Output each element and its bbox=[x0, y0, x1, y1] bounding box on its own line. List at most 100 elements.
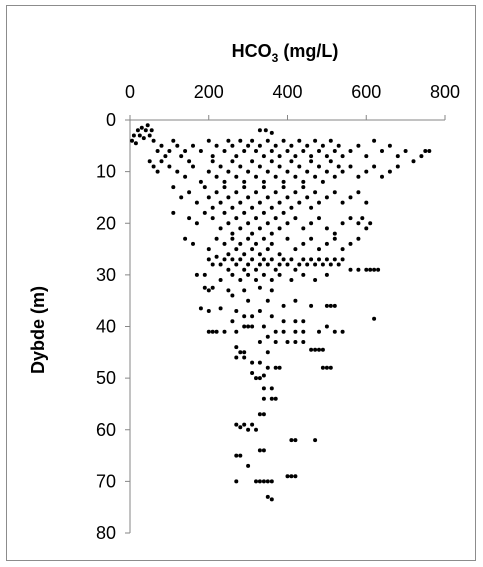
data-point bbox=[324, 303, 329, 308]
data-point bbox=[285, 474, 290, 479]
x-tick-label: 800 bbox=[430, 82, 460, 102]
data-point bbox=[147, 133, 152, 138]
x-tick-label: 200 bbox=[194, 82, 224, 102]
data-point bbox=[317, 257, 321, 262]
data-point bbox=[214, 329, 219, 334]
data-point bbox=[194, 221, 199, 226]
data-point bbox=[226, 169, 231, 174]
data-point bbox=[301, 149, 306, 153]
data-point bbox=[348, 164, 353, 169]
data-point bbox=[261, 185, 266, 190]
data-point bbox=[222, 241, 227, 246]
data-point bbox=[372, 138, 377, 143]
data-point bbox=[250, 360, 255, 365]
data-point bbox=[309, 236, 314, 241]
data-point bbox=[261, 479, 266, 484]
data-point bbox=[238, 200, 243, 205]
data-point bbox=[387, 169, 392, 174]
data-point bbox=[210, 159, 215, 164]
data-point bbox=[277, 262, 282, 267]
data-point bbox=[297, 262, 302, 267]
data-point bbox=[226, 138, 231, 143]
data-point bbox=[269, 396, 274, 401]
data-point bbox=[254, 190, 258, 195]
data-point bbox=[257, 285, 262, 290]
data-point bbox=[133, 141, 138, 146]
data-point bbox=[320, 347, 325, 352]
data-point bbox=[246, 143, 251, 148]
data-point bbox=[218, 200, 223, 205]
data-point bbox=[265, 247, 270, 252]
data-point bbox=[257, 376, 262, 381]
data-point bbox=[238, 278, 243, 282]
data-point bbox=[273, 143, 278, 148]
data-point bbox=[285, 340, 290, 344]
data-point bbox=[281, 185, 286, 190]
data-point bbox=[261, 324, 266, 329]
data-point bbox=[273, 396, 278, 401]
data-point bbox=[222, 329, 227, 334]
data-point bbox=[285, 236, 290, 241]
data-point bbox=[289, 205, 294, 210]
data-point bbox=[246, 272, 251, 277]
data-point bbox=[222, 210, 227, 215]
data-point bbox=[293, 247, 298, 252]
data-point bbox=[277, 252, 282, 257]
data-point bbox=[332, 149, 337, 153]
data-point bbox=[293, 298, 298, 303]
data-point bbox=[340, 257, 345, 262]
data-point bbox=[257, 252, 262, 257]
data-point bbox=[356, 221, 361, 226]
data-point bbox=[317, 247, 321, 252]
data-point bbox=[332, 303, 337, 308]
data-point bbox=[257, 143, 262, 148]
data-point bbox=[269, 205, 274, 210]
y-axis-title: Dybde (m) bbox=[28, 286, 48, 374]
data-point bbox=[348, 241, 353, 246]
data-point bbox=[198, 149, 203, 153]
data-point bbox=[273, 340, 278, 344]
data-point bbox=[348, 195, 353, 200]
data-point bbox=[320, 179, 325, 184]
data-point bbox=[246, 236, 251, 241]
data-point bbox=[242, 149, 247, 153]
data-point bbox=[218, 306, 223, 311]
data-point bbox=[364, 169, 369, 174]
data-point bbox=[332, 190, 337, 195]
data-point bbox=[269, 288, 274, 293]
data-point bbox=[269, 497, 274, 502]
data-point bbox=[281, 303, 286, 308]
data-point bbox=[206, 288, 211, 293]
data-point bbox=[246, 262, 251, 267]
data-point bbox=[285, 262, 290, 267]
data-point bbox=[285, 169, 290, 174]
data-point bbox=[289, 143, 294, 148]
data-point bbox=[317, 216, 321, 221]
data-point bbox=[277, 226, 282, 231]
data-point bbox=[313, 438, 318, 443]
data-point bbox=[254, 174, 258, 179]
data-point bbox=[202, 285, 207, 290]
data-point bbox=[324, 241, 329, 246]
data-point bbox=[254, 278, 258, 282]
data-point bbox=[261, 448, 266, 453]
data-point bbox=[395, 164, 400, 169]
data-point bbox=[238, 350, 243, 355]
data-point bbox=[273, 365, 278, 370]
data-point bbox=[257, 360, 262, 365]
data-point bbox=[155, 149, 160, 153]
data-point bbox=[269, 159, 274, 164]
data-point bbox=[151, 164, 156, 169]
data-point bbox=[423, 149, 428, 153]
data-point bbox=[324, 226, 329, 231]
data-point bbox=[411, 159, 416, 164]
data-point bbox=[234, 262, 239, 267]
data-point bbox=[313, 190, 318, 195]
data-point bbox=[261, 154, 266, 159]
data-point bbox=[261, 272, 266, 277]
data-point bbox=[293, 216, 298, 221]
data-point bbox=[206, 309, 211, 313]
data-point bbox=[301, 257, 306, 262]
data-point bbox=[242, 288, 247, 293]
data-point bbox=[261, 412, 266, 417]
